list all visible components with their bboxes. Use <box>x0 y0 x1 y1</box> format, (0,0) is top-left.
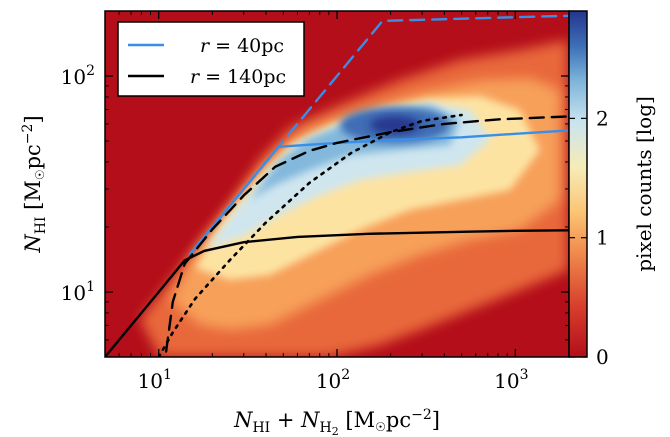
colorbar-label: pixel counts [log] <box>632 96 656 272</box>
density-heatmap <box>140 40 568 357</box>
series-line-2 <box>164 115 569 353</box>
y-tick-label: 102 <box>61 63 95 89</box>
y-axis-ticks: 101 102 <box>61 63 569 341</box>
colorbar-ticks: 0 1 2 <box>569 106 609 369</box>
y-axis-label: NHI [M☉pc−2] <box>20 115 49 253</box>
x-tick-label: 102 <box>316 367 350 393</box>
x-tick-label: 103 <box>494 367 528 393</box>
legend-label-r140: r = 140pc <box>190 66 286 88</box>
colorbar: 0 1 2 pixel counts [log] <box>568 10 656 369</box>
legend-box <box>117 21 305 97</box>
y-tick-label: 101 <box>61 279 95 305</box>
model-curves <box>105 14 569 357</box>
colorbar-gradient <box>568 10 588 358</box>
legend: r = 40pc r = 140pc <box>117 21 305 97</box>
legend-label-r40: r = 40pc <box>200 35 284 57</box>
colorbar-tick-label: 1 <box>596 226 609 250</box>
colorbar-tick-label: 2 <box>596 106 609 130</box>
x-axis-ticks: 101 102 103 <box>118 11 529 393</box>
colorbar-tick-label: 0 <box>596 345 609 369</box>
x-axis-label: NHI + NH2 [M☉pc−2] <box>233 407 440 437</box>
series-line-4 <box>105 229 569 357</box>
x-tick-label: 101 <box>137 367 171 393</box>
